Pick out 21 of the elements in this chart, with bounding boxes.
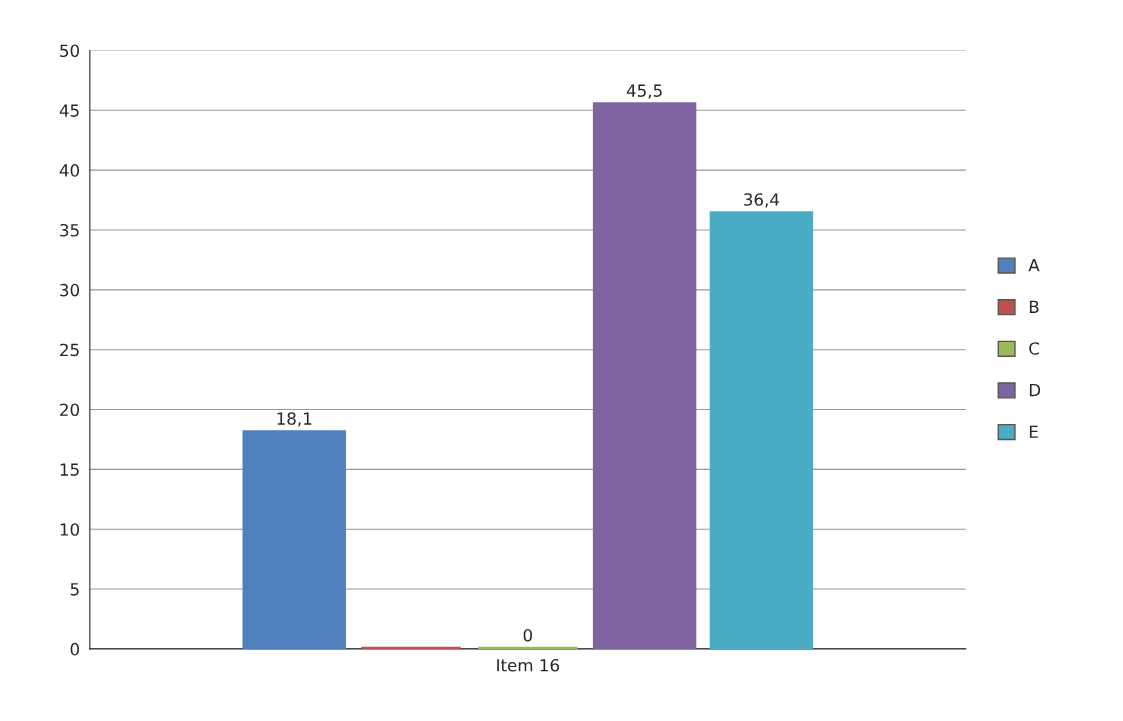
y-tick-label: 40 (59, 164, 80, 177)
y-tick-label: 30 (60, 283, 80, 297)
y-tick-label: 35 (60, 223, 79, 237)
legend-label: C (1029, 342, 1040, 355)
data-label: 18,1 (277, 412, 312, 427)
y-tick-label: 45 (59, 104, 79, 117)
y-tick-label: 25 (60, 343, 79, 357)
y-tick-label: 50 (60, 44, 80, 58)
y-tick-label: 5 (70, 583, 79, 596)
legend-label: D (1029, 384, 1041, 397)
y-tick-label: 0 (70, 642, 80, 656)
data-label: 0 (523, 628, 533, 642)
y-tick-label: 20 (60, 403, 80, 417)
data-label: 45,5 (626, 84, 662, 99)
x-tick-label: Item 16 (497, 658, 559, 672)
data-label: 36,4 (744, 193, 780, 208)
y-tick-label: 10 (60, 523, 80, 536)
legend-label: A (1028, 259, 1040, 272)
legend-label: B (1029, 300, 1039, 313)
y-tick-label: 15 (60, 463, 79, 476)
legend-label: E (1029, 425, 1038, 438)
